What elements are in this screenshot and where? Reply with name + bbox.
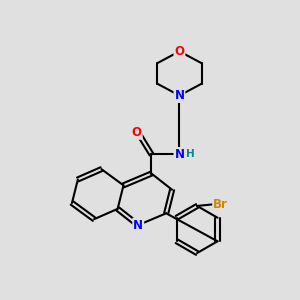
Text: N: N bbox=[133, 219, 143, 232]
Text: O: O bbox=[132, 126, 142, 139]
Text: H: H bbox=[186, 149, 195, 159]
Text: O: O bbox=[174, 45, 184, 58]
Text: Br: Br bbox=[213, 198, 228, 211]
Text: N: N bbox=[174, 148, 184, 161]
Text: N: N bbox=[174, 89, 184, 102]
